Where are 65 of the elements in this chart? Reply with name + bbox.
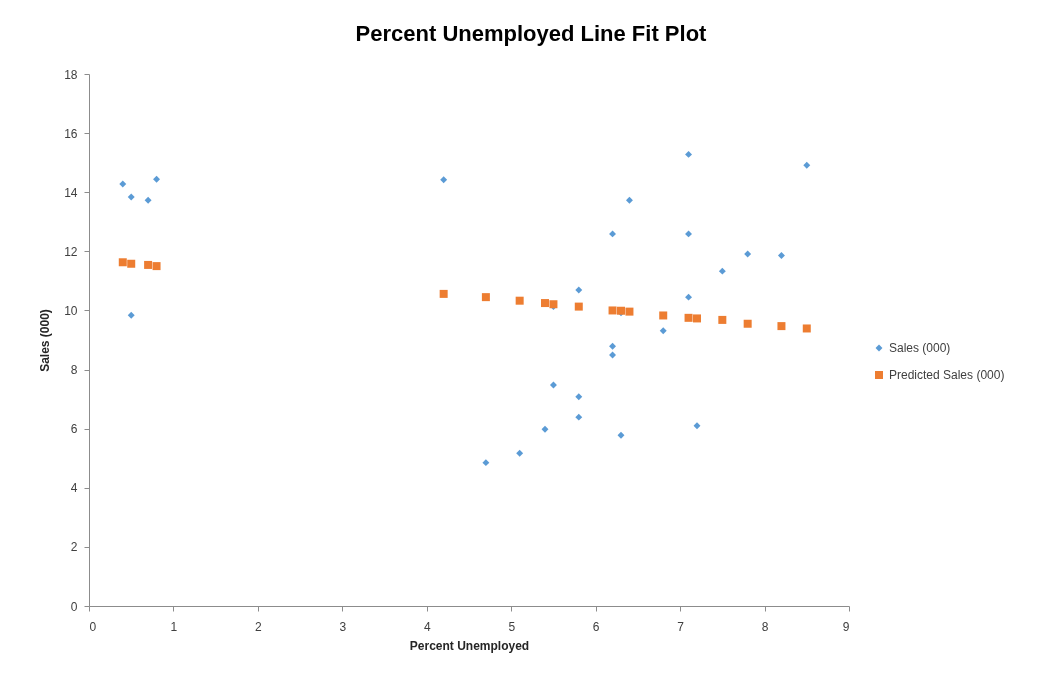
y-tick-label: 16 (64, 126, 78, 141)
point (777, 322, 786, 331)
point (144, 196, 152, 204)
point (127, 259, 136, 268)
point (144, 260, 153, 269)
point (127, 311, 135, 319)
legend-label: Sales (000) (889, 341, 951, 355)
point (153, 175, 161, 183)
point (439, 289, 448, 298)
point (685, 150, 693, 158)
y-axis-title: Sales (000) (38, 309, 53, 372)
point (481, 293, 490, 302)
point (608, 306, 617, 315)
point (609, 342, 617, 350)
point (685, 293, 693, 301)
x-tick-label: 4 (423, 619, 431, 634)
x-tick-label: 7 (677, 619, 685, 634)
y-tick-label: 18 (64, 67, 78, 82)
point (440, 176, 448, 184)
point (685, 230, 693, 238)
point (659, 327, 667, 335)
x-axis-title: Percent Unemployed (409, 638, 530, 653)
point (541, 299, 549, 308)
x-tick-label: 2 (255, 619, 263, 634)
point (575, 413, 583, 421)
x-tick-label: 9 (842, 619, 850, 634)
point (803, 161, 811, 169)
point (625, 196, 633, 204)
legend-label: Predicted Sales (000) (889, 368, 1005, 382)
x-tick-label: 3 (339, 619, 347, 634)
point (127, 193, 135, 201)
y-tick-label: 6 (70, 422, 78, 437)
point (575, 286, 583, 294)
point (693, 422, 701, 430)
point (541, 425, 549, 433)
point (718, 315, 727, 324)
y-tick-label: 8 (70, 363, 78, 378)
x-tick-label: 6 (592, 619, 600, 634)
point (625, 307, 634, 316)
y-tick-label: 2 (70, 540, 78, 555)
point (659, 311, 668, 320)
y-tick-label: 0 (70, 599, 78, 614)
point (515, 296, 524, 305)
y-tick-label: 12 (64, 244, 78, 259)
y-tick-label: 4 (70, 481, 78, 496)
y-tick-label: 10 (64, 303, 78, 318)
x-tick-label: 0 (89, 619, 97, 634)
point (743, 319, 752, 328)
y-tick-label: 14 (64, 185, 78, 200)
point (152, 262, 161, 271)
point (617, 431, 625, 439)
x-tick-label: 5 (508, 619, 516, 634)
point (119, 180, 127, 188)
x-tick-label: 1 (170, 619, 178, 634)
point (574, 302, 583, 311)
point (118, 258, 127, 267)
point (609, 230, 617, 238)
chart-title: Percent Unemployed Line Fit Plot (355, 21, 708, 46)
point (684, 313, 693, 322)
point (718, 267, 726, 275)
point (777, 252, 785, 259)
point (693, 314, 701, 323)
x-tick-label: 8 (761, 619, 769, 634)
point (744, 250, 752, 258)
point (802, 324, 811, 333)
